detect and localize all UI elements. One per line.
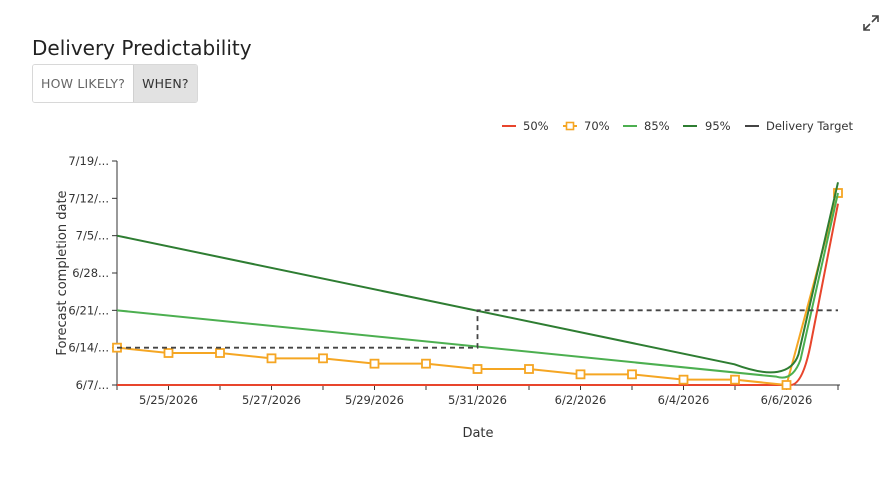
data-point[interactable]	[318, 353, 328, 364]
y-tick-label: 6/21/...	[68, 303, 109, 317]
series-delivery-target	[117, 309, 838, 349]
legend-label: 50%	[523, 119, 549, 133]
data-point[interactable]	[421, 358, 431, 369]
expand-arrows-icon[interactable]	[862, 14, 880, 32]
series-95-	[116, 182, 839, 374]
x-tick-label: 5/25/2026	[139, 393, 198, 407]
x-tick-label: 6/6/2026	[761, 393, 813, 407]
data-point[interactable]	[163, 348, 174, 358]
x-tick-label: 5/29/2026	[345, 393, 404, 407]
series-70-	[112, 188, 843, 390]
x-tick-label: 6/2/2026	[555, 393, 607, 407]
x-tick-label: 6/4/2026	[658, 393, 710, 407]
y-tick-label: 6/14/...	[68, 341, 109, 355]
page-title: Delivery Predictability	[32, 36, 252, 60]
y-tick-label: 6/7/...	[76, 378, 109, 392]
legend-item-95[interactable]: 95%	[683, 119, 731, 133]
when-toggle-button[interactable]: WHEN?	[133, 65, 197, 102]
series-line	[116, 182, 839, 374]
data-point[interactable]	[215, 348, 225, 358]
legend-label: Delivery Target	[766, 119, 853, 133]
legend-label: 70%	[584, 119, 610, 133]
data-point[interactable]	[627, 369, 637, 380]
y-tick-label: 7/12/...	[68, 191, 109, 205]
data-point[interactable]	[524, 364, 534, 374]
view-toggle: HOW LIKELY? WHEN?	[32, 64, 198, 103]
legend-label: 85%	[644, 119, 670, 133]
data-point[interactable]	[781, 380, 792, 390]
series-line	[116, 192, 839, 387]
data-point[interactable]	[678, 374, 689, 385]
series-85-	[116, 192, 839, 379]
y-tick-label: 6/28...	[72, 266, 109, 280]
legend-item-delivery-target[interactable]: Delivery Target	[745, 119, 853, 133]
data-point[interactable]	[266, 353, 277, 364]
y-tick-label: 7/19/...	[68, 154, 109, 168]
how-likely-toggle-button[interactable]: HOW LIKELY?	[33, 65, 134, 102]
x-tick-label: 5/27/2026	[242, 393, 301, 407]
series-line	[116, 192, 839, 379]
y-axis-ticks: 6/7/... 6/14/... 6/21/... 6/28... 7/5/... 7/1…	[68, 154, 117, 392]
legend-item-50[interactable]: 50%	[502, 119, 549, 133]
legend-item-70[interactable]: 70%	[563, 119, 610, 133]
legend: 50% 70% 85% 95% Delivery Target	[502, 119, 853, 133]
y-axis-title: Forecast completion date	[55, 190, 70, 355]
series-50-	[117, 203, 839, 386]
data-point[interactable]	[575, 369, 586, 380]
x-axis-ticks: 5/25/2026 5/27/2026 5/29/2026 5/31/2026 6/2/…	[116, 385, 839, 407]
forecast-chart: 50% 70% 85% 95% Delivery Target 6/	[55, 119, 853, 441]
data-point[interactable]	[369, 358, 380, 369]
x-axis-title: Date	[462, 426, 493, 441]
legend-label: 95%	[705, 119, 731, 133]
y-tick-label: 7/5/...	[76, 229, 109, 243]
series-line	[117, 309, 838, 349]
legend-item-85[interactable]: 85%	[623, 119, 670, 133]
data-point[interactable]	[730, 374, 740, 385]
series-line	[117, 203, 839, 386]
series-layer	[112, 182, 843, 390]
data-point[interactable]	[472, 364, 483, 374]
x-tick-label: 5/31/2026	[448, 393, 507, 407]
